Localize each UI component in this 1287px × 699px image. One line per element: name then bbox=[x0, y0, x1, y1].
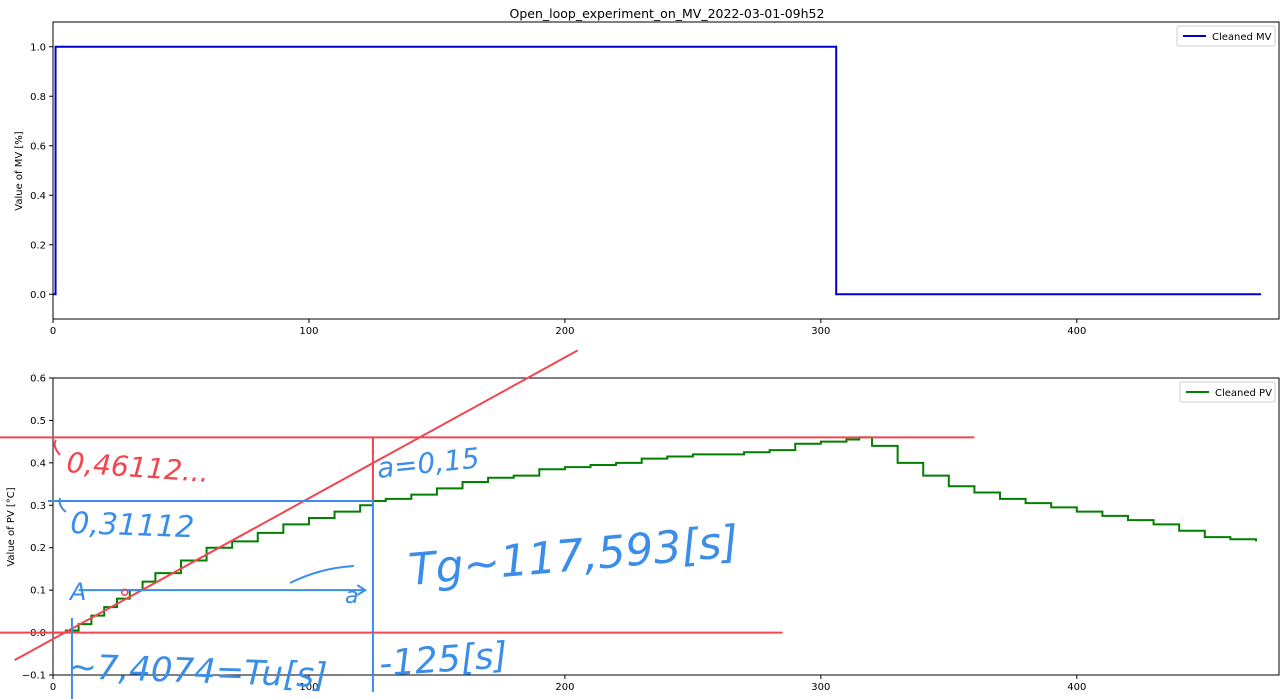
mv-subplot: Value of MV [%] 0.0 0.2 0.4 0.6 0.8 1.0 0 100 2… bbox=[14, 21, 1280, 337]
mv-series bbox=[53, 45, 1262, 296]
mv-legend-box bbox=[1176, 25, 1276, 47]
pv-y-tick-label: 0.6 bbox=[30, 374, 46, 385]
pv-x-tick-label: 300 bbox=[811, 682, 830, 693]
mv-y-ticks: 0.0 0.2 0.4 0.6 0.8 1.0 bbox=[30, 42, 53, 301]
pv-y-tick-label: 0.2 bbox=[30, 543, 46, 554]
hand-bracket-red bbox=[53, 439, 61, 456]
mv-plot-frame bbox=[52, 21, 1280, 320]
pv-legend: Cleaned PV bbox=[1179, 381, 1276, 403]
annotation-layer bbox=[0, 349, 975, 699]
pv-x-tick-label: 200 bbox=[555, 682, 574, 693]
hand-stroke bbox=[289, 565, 355, 584]
mv-y-tick-label: 0.8 bbox=[30, 92, 46, 103]
pv-series-line bbox=[53, 436, 1257, 634]
mv-x-tick-label: 400 bbox=[1067, 326, 1086, 337]
mv-legend-label: Cleaned MV bbox=[1212, 32, 1272, 43]
mv-x-ticks: 0 100 200 300 400 bbox=[50, 319, 1086, 337]
mv-y-tick-label: 0.6 bbox=[30, 141, 46, 152]
mv-legend: Cleaned MV bbox=[1176, 25, 1276, 47]
pv-y-tick-label: 0.5 bbox=[30, 416, 46, 427]
pv-series bbox=[53, 436, 1257, 634]
mv-y-tick-label: 0.4 bbox=[30, 191, 46, 202]
upper-level-note: 0,31112 bbox=[70, 506, 195, 545]
pv-y-tick-label: 0.4 bbox=[30, 458, 46, 469]
mv-series-line bbox=[53, 45, 1262, 296]
mv-x-tick-label: 200 bbox=[555, 326, 574, 337]
mv-y-tick-label: 1.0 bbox=[30, 42, 46, 53]
pv-x-tick-label: 400 bbox=[1067, 682, 1086, 693]
arrow-left-mark: A bbox=[68, 578, 86, 606]
a-value-note: a=0,15 bbox=[375, 441, 481, 485]
tu-value-note: ~7,4074=Tu[s] bbox=[68, 647, 328, 696]
pv-legend-box bbox=[1179, 381, 1276, 403]
mv-x-tick-label: 0 bbox=[50, 326, 56, 337]
pv-y-tick-label: 0.3 bbox=[30, 501, 46, 512]
pv-x-tick-label: 0 bbox=[50, 682, 56, 693]
pv-y-tick-label: 0.1 bbox=[30, 586, 46, 597]
upper-value-note: 0,46112... bbox=[66, 446, 210, 489]
mv-x-tick-label: 300 bbox=[811, 326, 830, 337]
inflection-point-mark bbox=[120, 588, 129, 597]
pv-x-ticks: 0 100 200 300 400 bbox=[50, 675, 1086, 693]
end-value-note: -125[s] bbox=[378, 635, 509, 685]
pv-x-tick-label: 100 bbox=[299, 682, 318, 693]
mv-y-tick-label: 0.2 bbox=[30, 240, 46, 251]
hand-bracket-blue bbox=[58, 497, 67, 513]
mv-x-tick-label: 100 bbox=[299, 326, 318, 337]
tg-value-note: Tg~117,593[s] bbox=[407, 516, 741, 596]
annotation-texts: 0,46112... 0,31112 a=0,15 Tg~117,593[s] … bbox=[66, 441, 741, 696]
pv-y-axis-label: Value of PV [°C] bbox=[6, 487, 17, 566]
figure-title: Open_loop_experiment_on_MV_2022-03-01-09… bbox=[510, 6, 825, 21]
mv-y-tick-label: 0.0 bbox=[30, 290, 46, 301]
pv-y-ticks: −0.10.00.10.20.30.40.50.6 bbox=[22, 374, 53, 682]
tg-arrow-head bbox=[356, 584, 368, 596]
tangent-red-line bbox=[14, 349, 579, 662]
pv-y-tick-label: −0.1 bbox=[22, 671, 46, 682]
pv-legend-label: Cleaned PV bbox=[1215, 388, 1272, 399]
pv-plot-frame bbox=[52, 377, 1280, 676]
pv-subplot: Value of PV [°C] −0.10.00.10.20.30.40.50… bbox=[6, 374, 1280, 693]
arrow-right-mark: a bbox=[345, 584, 358, 609]
mv-y-axis-label: Value of MV [%] bbox=[14, 131, 25, 211]
